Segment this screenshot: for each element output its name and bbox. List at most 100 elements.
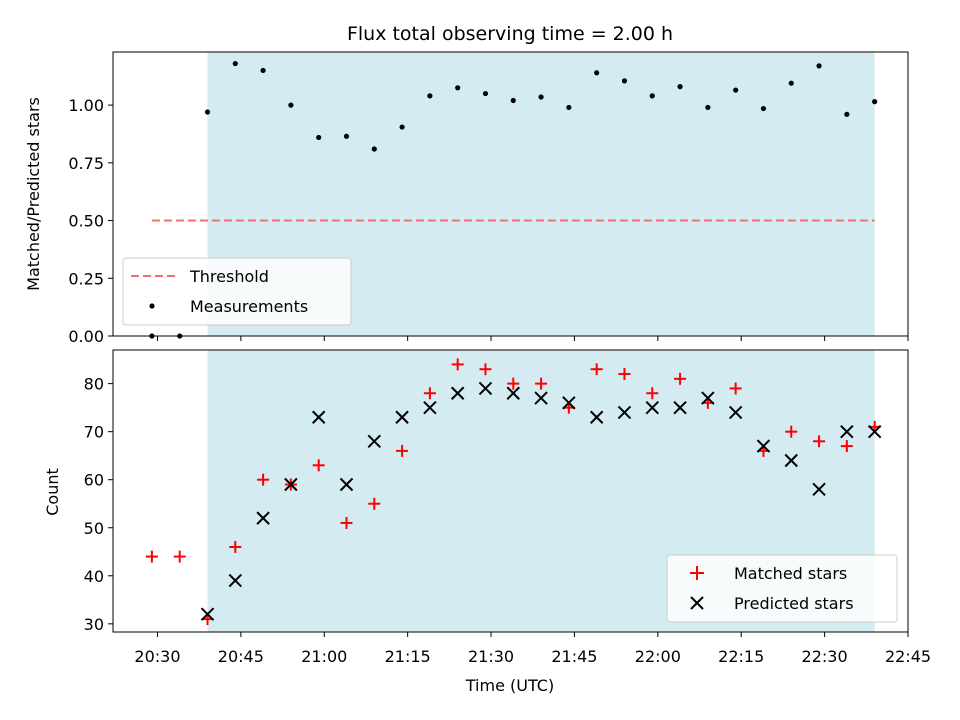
measurement-point	[677, 84, 683, 90]
bottom-y-ticks: 30 40 50 60 70 80	[84, 375, 113, 634]
measurement-point	[288, 102, 294, 108]
bottom-y-tick-label: 50	[84, 519, 104, 538]
matched-star-point	[507, 377, 520, 390]
measurement-point	[872, 99, 878, 105]
matched-star-point	[145, 550, 158, 563]
matched-star-point	[396, 444, 409, 457]
legend-matched-label: Matched stars	[734, 564, 847, 583]
bottom-x-tick-label: 21:45	[551, 647, 597, 666]
predicted-star-point	[589, 410, 604, 424]
bottom-x-tick-label: 21:15	[385, 647, 431, 666]
matched-star-point	[451, 358, 464, 371]
top-y-tick-label: 0.75	[68, 154, 104, 173]
predicted-star-point	[423, 400, 437, 415]
top-y-tick-label: 0.50	[68, 212, 104, 231]
legend-measurements-swatch	[149, 303, 155, 309]
measurement-point	[510, 97, 516, 104]
predicted-star-point	[200, 607, 215, 621]
top-plot-frame	[112, 51, 909, 337]
matched-star-point	[674, 372, 687, 385]
matched-star-point	[340, 516, 353, 529]
predicted-star-point	[228, 573, 243, 588]
bottom-legend: Matched stars Predicted stars	[666, 554, 898, 623]
matched-star-point	[646, 387, 659, 400]
measurement-point	[260, 67, 266, 74]
predicted-star-point	[784, 453, 798, 468]
matched-star-point	[590, 363, 603, 376]
predicted-star-point	[256, 511, 270, 525]
bottom-x-tick-label: 20:45	[218, 647, 264, 666]
x-axis-label: Time (UTC)	[465, 676, 554, 695]
bottom-x-tick-label: 20:30	[134, 647, 180, 666]
matched-star-point	[479, 363, 492, 376]
measurement-point	[232, 60, 238, 67]
measurement-point	[455, 85, 461, 91]
measurement-point	[371, 146, 377, 152]
bottom-x-tick-label: 21:00	[301, 647, 347, 666]
predicted-star-point	[645, 400, 659, 415]
bottom-plot-frame	[112, 349, 909, 633]
bottom-y-tick-label: 30	[84, 615, 104, 634]
measurement-point	[427, 93, 433, 99]
top-y-tick-label: 0.25	[68, 269, 104, 288]
measurements-series	[149, 60, 878, 339]
measurement-point	[816, 63, 822, 69]
predicted-star-point	[728, 405, 743, 420]
bottom-y-tick-label: 60	[84, 471, 104, 490]
bottom-y-tick-label: 70	[84, 423, 104, 442]
chart-title: Flux total observing time = 2.00 h	[347, 23, 673, 45]
matched-star-point	[840, 440, 853, 453]
measurement-point	[760, 105, 767, 112]
matched-star-point	[535, 377, 548, 390]
top-y-ticks: 0.00 0.25 0.50 0.75 1.00	[68, 96, 113, 346]
predicted-star-point	[478, 381, 493, 396]
measurement-point	[844, 111, 850, 117]
predicted-star-point	[339, 477, 354, 492]
measurement-point	[482, 90, 489, 97]
predicted-star-point	[506, 386, 520, 400]
legend-predicted-label: Predicted stars	[734, 594, 854, 613]
bottom-panel: 30 40 50 60 70 80 20:30 20:45 21:00 21:15 21:30 21…	[43, 349, 931, 695]
measurement-point	[621, 78, 628, 84]
measurement-point	[594, 70, 600, 76]
top-legend-box	[122, 257, 352, 326]
predicted-star-point	[673, 400, 687, 415]
matched-star-point	[618, 368, 631, 381]
bottom-x-ticks: 20:30 20:45 21:00 21:15 21:30 21:45 22:00 22:15…	[134, 632, 931, 666]
top-x-ticks	[156, 336, 909, 341]
predicted-star-point	[840, 424, 854, 439]
predicted-star-point	[395, 410, 409, 424]
measurement-point	[733, 87, 739, 93]
matched-star-point	[257, 473, 270, 486]
top-y-tick-label: 0.00	[68, 327, 104, 346]
top-y-tick-label: 1.00	[68, 96, 104, 115]
bottom-x-tick-label: 22:00	[635, 647, 681, 666]
predicted-star-point	[867, 424, 882, 439]
matched-star-point	[729, 382, 742, 395]
predicted-star-point	[562, 396, 576, 410]
legend-matched-swatch	[690, 566, 704, 580]
bottom-x-tick-label: 22:45	[885, 647, 931, 666]
predicted-star-point	[701, 391, 715, 405]
matched-star-point	[229, 540, 242, 553]
measurement-point	[204, 109, 211, 115]
measurement-point	[788, 80, 794, 86]
measurement-point	[705, 104, 711, 111]
predicted-stars-series	[200, 381, 882, 621]
matched-star-point	[813, 435, 826, 448]
bottom-x-tick-label: 22:30	[802, 647, 848, 666]
measurement-point	[649, 93, 655, 99]
predicted-star-point	[756, 439, 771, 453]
legend-threshold-label: Threshold	[189, 267, 269, 286]
bottom-y-tick-label: 80	[84, 375, 104, 394]
legend-measurements-label: Measurements	[190, 297, 308, 316]
legend-predicted-swatch	[690, 596, 704, 610]
measurement-point	[566, 104, 572, 111]
predicted-star-point	[534, 391, 548, 405]
bottom-x-tick-label: 22:15	[718, 647, 764, 666]
predicted-star-point	[617, 405, 632, 420]
top-legend: Threshold Measurements	[122, 257, 352, 326]
bottom-y-tick-label: 40	[84, 567, 104, 586]
predicted-star-point	[284, 477, 298, 492]
